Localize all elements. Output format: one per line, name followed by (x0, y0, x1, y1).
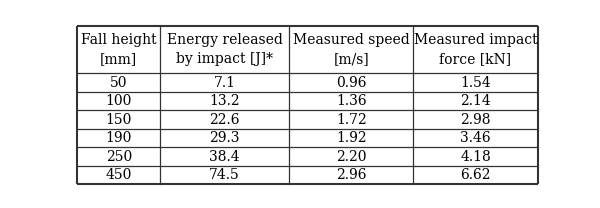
Text: 250: 250 (106, 150, 132, 163)
Text: 0.96: 0.96 (336, 76, 367, 90)
Text: 2.14: 2.14 (460, 94, 491, 108)
Text: 50: 50 (110, 76, 128, 90)
Text: 150: 150 (106, 113, 132, 127)
Text: 6.62: 6.62 (460, 168, 491, 182)
Text: Fall height
[mm]: Fall height [mm] (81, 33, 157, 66)
Text: 38.4: 38.4 (209, 150, 240, 163)
Text: 2.98: 2.98 (460, 113, 491, 127)
Text: 29.3: 29.3 (209, 131, 240, 145)
Text: 100: 100 (106, 94, 132, 108)
Text: 1.54: 1.54 (460, 76, 491, 90)
Text: 7.1: 7.1 (214, 76, 236, 90)
Text: Measured speed
[m/s]: Measured speed [m/s] (293, 33, 410, 66)
Text: 22.6: 22.6 (209, 113, 240, 127)
Text: Measured impact
force [kN]: Measured impact force [kN] (414, 33, 538, 66)
Text: Energy released
by impact [J]*: Energy released by impact [J]* (167, 33, 283, 66)
Text: 450: 450 (106, 168, 132, 182)
Text: 4.18: 4.18 (460, 150, 491, 163)
Text: 2.20: 2.20 (336, 150, 367, 163)
Text: 74.5: 74.5 (209, 168, 240, 182)
Text: 1.36: 1.36 (336, 94, 367, 108)
Text: 190: 190 (106, 131, 132, 145)
Text: 3.46: 3.46 (460, 131, 491, 145)
Text: 1.92: 1.92 (336, 131, 367, 145)
Text: 2.96: 2.96 (336, 168, 367, 182)
Text: 1.72: 1.72 (336, 113, 367, 127)
Text: 13.2: 13.2 (209, 94, 240, 108)
